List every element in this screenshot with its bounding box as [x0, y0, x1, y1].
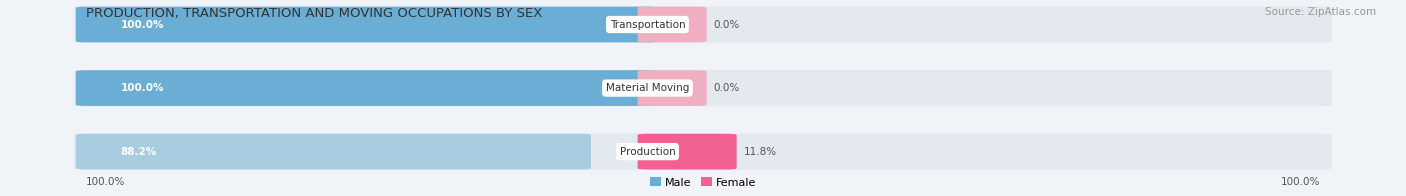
FancyBboxPatch shape — [637, 134, 737, 170]
Text: 0.0%: 0.0% — [714, 20, 740, 30]
FancyBboxPatch shape — [76, 7, 657, 42]
FancyBboxPatch shape — [75, 6, 1331, 43]
Text: 100.0%: 100.0% — [86, 177, 125, 187]
Text: 100.0%: 100.0% — [1281, 177, 1320, 187]
FancyBboxPatch shape — [76, 134, 591, 170]
Text: 100.0%: 100.0% — [121, 20, 165, 30]
Text: 0.0%: 0.0% — [714, 83, 740, 93]
FancyBboxPatch shape — [75, 70, 1331, 106]
Text: 88.2%: 88.2% — [121, 147, 157, 157]
FancyBboxPatch shape — [75, 133, 1331, 170]
FancyBboxPatch shape — [76, 70, 657, 106]
Text: Source: ZipAtlas.com: Source: ZipAtlas.com — [1265, 7, 1376, 17]
Text: Production: Production — [620, 147, 675, 157]
Text: 100.0%: 100.0% — [121, 83, 165, 93]
FancyBboxPatch shape — [637, 70, 707, 106]
Text: Transportation: Transportation — [610, 20, 685, 30]
Legend: Male, Female: Male, Female — [645, 173, 761, 192]
Text: PRODUCTION, TRANSPORTATION AND MOVING OCCUPATIONS BY SEX: PRODUCTION, TRANSPORTATION AND MOVING OC… — [86, 7, 541, 20]
FancyBboxPatch shape — [637, 7, 707, 42]
Text: Material Moving: Material Moving — [606, 83, 689, 93]
Text: 11.8%: 11.8% — [744, 147, 776, 157]
